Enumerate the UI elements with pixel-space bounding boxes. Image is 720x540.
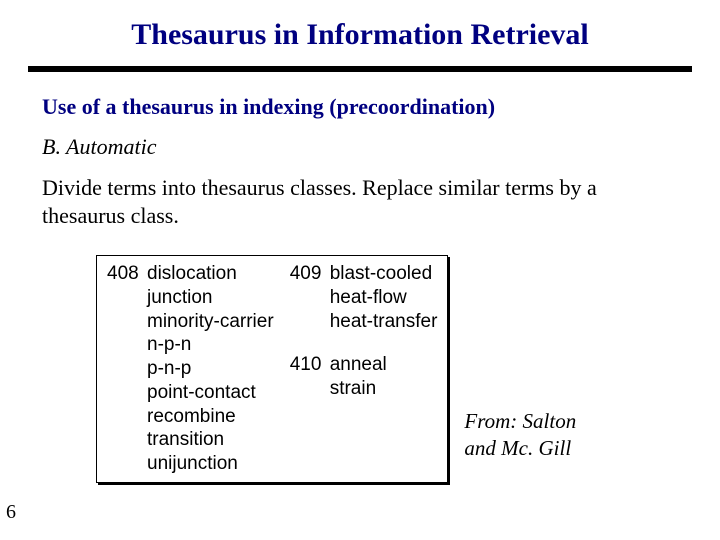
class-group: 409 blast-cooled heat-flow heat-transfer [290, 262, 438, 333]
class-number: 410 [290, 353, 330, 401]
class-group: 410 anneal strain [290, 353, 438, 401]
term: heat-flow [330, 286, 438, 310]
page-number: 6 [6, 501, 16, 524]
term: dislocation [147, 262, 274, 286]
table-col-left: 408 dislocation junction minority-carrie… [107, 262, 274, 476]
thesaurus-table: 408 dislocation junction minority-carrie… [96, 255, 448, 483]
thesaurus-table-wrap: 408 dislocation junction minority-carrie… [96, 255, 678, 483]
term: anneal [330, 353, 387, 377]
term: p-n-p [147, 357, 274, 381]
body-paragraph: Divide terms into thesaurus classes. Rep… [42, 174, 678, 229]
attribution-line: From: Salton [464, 408, 576, 434]
term: point-contact [147, 381, 274, 405]
term: minority-carrier [147, 310, 274, 334]
content-area: Use of a thesaurus in indexing (precoord… [0, 72, 720, 483]
section-subtitle: Use of a thesaurus in indexing (precoord… [42, 94, 678, 120]
term: recombine [147, 405, 274, 429]
term: n-p-n [147, 333, 274, 357]
term: heat-transfer [330, 310, 438, 334]
class-terms-left: dislocation junction minority-carrier n-… [147, 262, 274, 476]
slide-title: Thesaurus in Information Retrieval [0, 0, 720, 66]
class-number: 409 [290, 262, 330, 333]
class-number: 408 [107, 262, 147, 476]
term: strain [330, 377, 387, 401]
attribution-line: and Mc. Gill [464, 435, 576, 461]
class-terms-right-b: anneal strain [330, 353, 387, 401]
term: transition [147, 428, 274, 452]
table-col-right: 409 blast-cooled heat-flow heat-transfer… [290, 262, 438, 476]
source-attribution: From: Salton and Mc. Gill [464, 408, 576, 483]
term: junction [147, 286, 274, 310]
term: unijunction [147, 452, 274, 476]
class-terms-right-a: blast-cooled heat-flow heat-transfer [330, 262, 438, 333]
section-subheading: B. Automatic [42, 134, 678, 160]
term: blast-cooled [330, 262, 438, 286]
